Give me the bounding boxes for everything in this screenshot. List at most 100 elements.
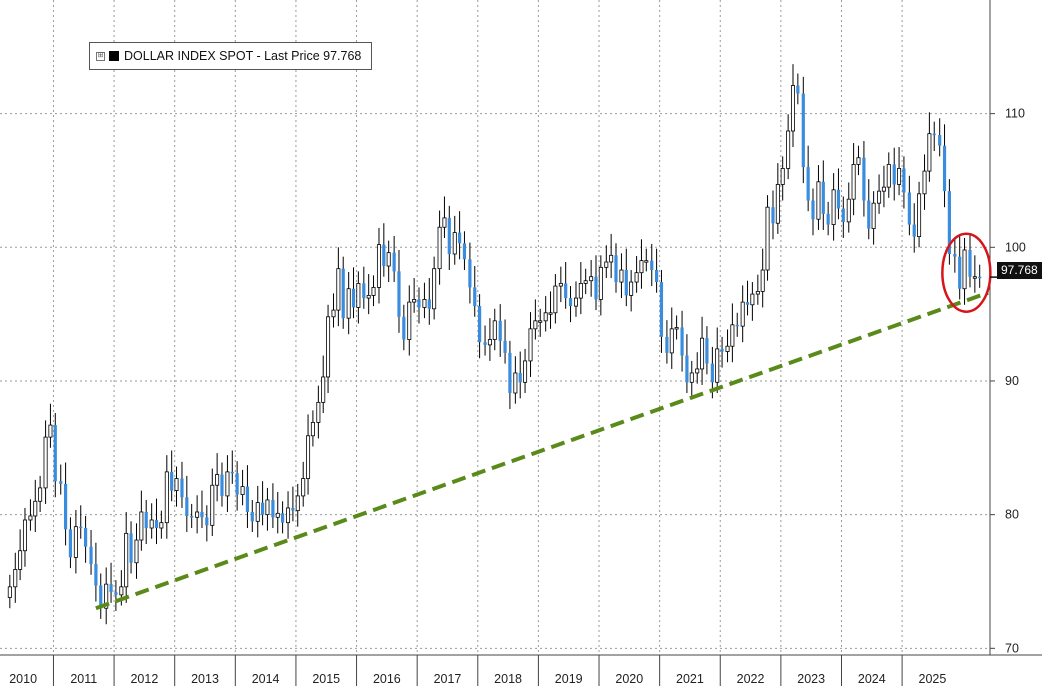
candle-body [735,324,739,327]
candle-body [275,512,280,518]
candle-body [856,157,861,165]
candle-body [63,483,68,530]
candle-body [73,526,78,558]
candle-body [604,261,609,268]
candle-body [715,348,720,383]
candle-body [38,487,43,502]
candle-body [286,507,291,524]
candle-body [68,529,73,558]
x-tick-label: 2011 [70,672,97,686]
candle-body [104,583,109,609]
candle-body [260,502,265,515]
candle-body [437,226,442,270]
candle-body [174,478,179,491]
candle-body [386,252,391,267]
candle-body [301,478,306,497]
x-tick-label: 2017 [434,672,462,686]
y-tick-label: 90 [1005,374,1019,388]
candle-body [775,184,780,224]
candle-body [564,283,568,299]
candle-body [553,285,558,314]
candle-body [346,288,351,319]
candle-body [897,168,902,185]
candle-body [523,360,528,383]
candle-body [816,181,821,220]
y-tick-label: 80 [1005,508,1019,522]
candle-body [195,511,200,518]
candle-body [886,164,891,188]
candle-body [634,272,639,283]
candle-body [598,266,603,300]
candle-body [250,511,254,522]
candle-body [786,130,791,169]
legend-expand-icon[interactable]: ⊞ [96,51,105,61]
candle-body [79,526,83,529]
candle-body [614,255,618,283]
candle-body [594,276,598,300]
x-tick-label: 2022 [737,672,765,686]
candle-body [755,291,760,295]
candle-body [685,355,689,383]
candle-body [710,363,714,383]
trendline [95,290,989,611]
candle-body [881,186,886,192]
candle-body [578,282,583,299]
candle-body [94,564,98,586]
candle-body [867,200,871,229]
candle-body [548,312,553,315]
candle-body [938,135,942,146]
candle-body [321,376,326,403]
candle-body [447,217,451,254]
candle-body [291,507,295,511]
candle-body [492,320,497,340]
candle-body [265,499,270,516]
candle-body [725,345,730,352]
candle-body [846,198,851,223]
candle-body [680,327,684,356]
candle-body [159,522,164,529]
candle-body [740,301,745,327]
candle-body [255,502,260,522]
candle-body [917,193,922,238]
x-tick-label: 2016 [373,672,401,686]
candle-body [376,244,381,288]
candle-body [235,473,239,495]
candle-body [462,243,467,260]
candle-body [452,232,457,255]
candle-body [700,337,705,370]
candle-body [210,484,215,526]
candle-body [392,252,396,272]
candle-body [771,207,775,224]
candle-body [538,320,543,323]
candle-body [33,500,38,517]
x-tick-label: 2023 [797,672,825,686]
candle-body [483,342,487,345]
candle-body [518,372,522,383]
candle-body [144,511,148,529]
candle-body [528,328,533,362]
candle-body [836,189,841,209]
candle-body [543,312,548,322]
candle-body [28,515,33,521]
candle-body [366,295,371,299]
x-tick-label: 2021 [676,672,704,686]
candle-body [922,170,927,195]
candle-body [877,190,882,204]
candle-body [7,586,12,598]
candle-body [362,283,366,299]
candle-body [240,486,245,495]
candle-body [331,309,336,318]
candle-body [205,517,209,526]
candle-body [821,181,825,214]
candle-body [356,282,361,308]
candle-body [89,546,93,565]
candle-body [149,519,154,529]
candle-body [442,217,447,228]
candle-body [745,302,750,305]
candle-body [220,474,224,496]
candle-body [589,276,594,282]
candle-body [720,348,724,352]
candle-body [533,320,538,330]
x-tick-label: 2013 [191,672,219,686]
candle-body [280,513,285,523]
